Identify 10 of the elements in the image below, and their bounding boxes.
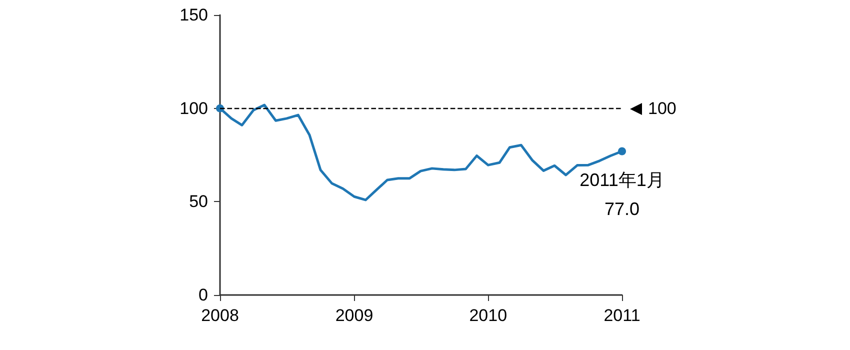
ref-line-label: 100: [648, 98, 676, 118]
y-tick-label: 150: [180, 6, 208, 24]
y-tick-label: 0: [198, 286, 208, 304]
x-tick-label: 2010: [469, 306, 508, 325]
y-tick-label: 50: [189, 192, 208, 212]
x-tick-label: 2008: [201, 306, 239, 325]
x-tick-label: 2011: [604, 306, 640, 325]
y-tick-label: 100: [180, 98, 208, 118]
annotation: 2011年1月 77.0: [580, 170, 664, 219]
x-tick-label: 2009: [335, 306, 374, 325]
